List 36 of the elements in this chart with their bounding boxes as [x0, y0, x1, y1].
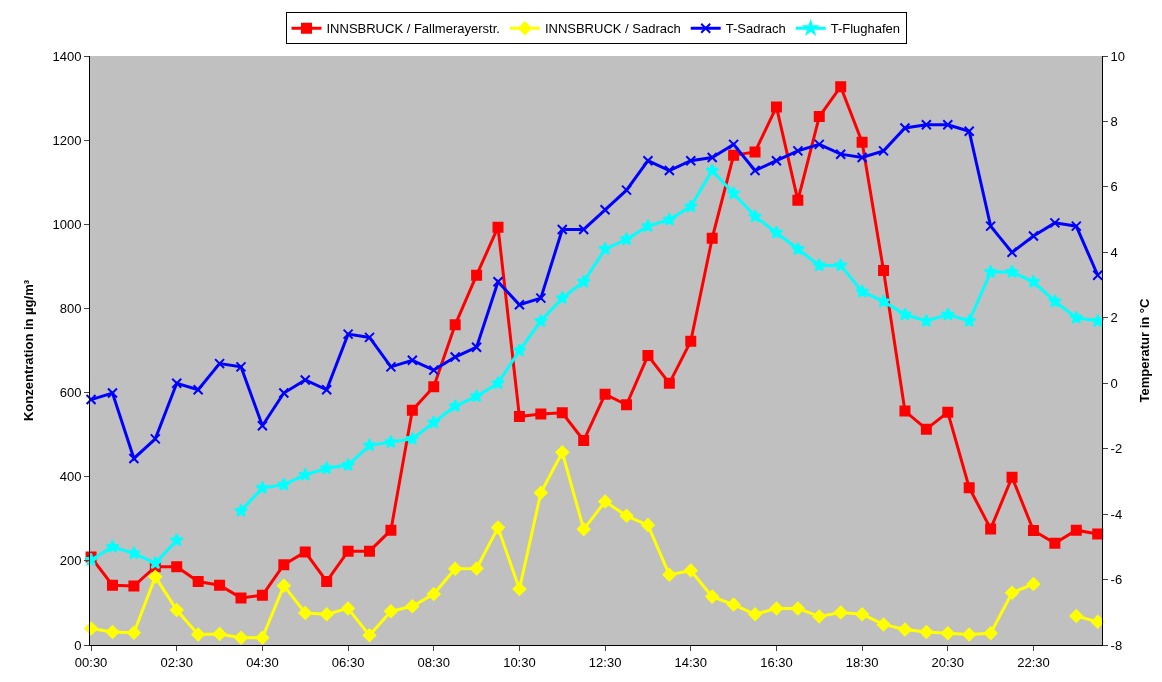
y2-tick-label: -8 — [1110, 637, 1123, 653]
legend-label: T-Sadrach — [725, 21, 786, 37]
x-tick-label: 16:30 — [760, 654, 793, 670]
y-tick-label: 400 — [59, 469, 82, 485]
x-tick-label: 14:30 — [674, 654, 708, 670]
y2-tick-label: -4 — [1110, 506, 1123, 522]
x-tick-label: 04:30 — [246, 654, 279, 670]
legend-label: T-Flughafen — [830, 21, 901, 37]
y-axis-title: Konzentration in µg/m³ — [21, 279, 37, 422]
x-tick-label: 00:30 — [74, 654, 108, 670]
y2-tick-label: -6 — [1110, 572, 1123, 588]
y-tick-label: 600 — [59, 385, 82, 401]
x-tick-label: 20:30 — [931, 654, 965, 670]
y-tick-label: 0 — [74, 637, 82, 653]
y-tick-label: 800 — [59, 300, 82, 316]
x-tick-label: 18:30 — [845, 654, 879, 670]
y2-tick-label: 2 — [1110, 310, 1118, 326]
x-tick-label: 06:30 — [331, 654, 365, 670]
legend-label: INNSBRUCK / Sadrach — [544, 21, 681, 37]
y2-tick-label: 10 — [1110, 48, 1126, 64]
y-tick-label: 1000 — [52, 216, 82, 232]
x-tick-label: 08:30 — [417, 654, 451, 670]
y2-tick-label: 4 — [1110, 244, 1118, 260]
x-tick-label: 10:30 — [503, 654, 536, 670]
y-tick-label: 1400 — [52, 48, 82, 64]
y2-tick-label: 6 — [1110, 179, 1118, 195]
y2-tick-label: 0 — [1110, 375, 1118, 391]
y2-axis-title: Temperatur in °C — [1136, 297, 1152, 403]
x-tick-label: 22:30 — [1017, 654, 1050, 670]
y-tick-label: 1200 — [52, 132, 82, 148]
y2-tick-label: 8 — [1110, 113, 1118, 129]
x-tick-label: 12:30 — [588, 654, 622, 670]
y2-tick-label: -2 — [1110, 441, 1123, 457]
y-tick-label: 200 — [59, 553, 82, 569]
legend-label: INNSBRUCK / Fallmerayerstr. — [326, 21, 500, 37]
x-tick-label: 02:30 — [160, 654, 194, 670]
